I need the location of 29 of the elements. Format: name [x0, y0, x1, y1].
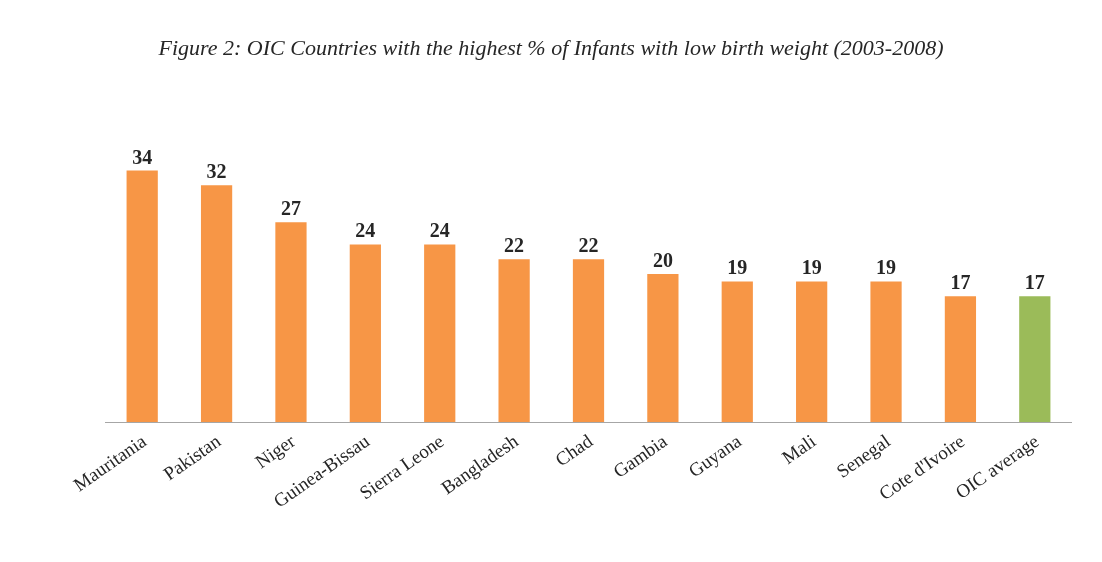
- bar: [647, 274, 679, 422]
- data-label: 22: [504, 234, 525, 257]
- chart-title: Figure 2: OIC Countries with the highest % of Infants with low birth weight (2003-2008): [157, 34, 944, 60]
- bar: [349, 244, 381, 422]
- data-label: 24: [355, 219, 376, 242]
- x-tick-label: Chad: [551, 429, 597, 471]
- data-label: 17: [1024, 271, 1045, 294]
- data-label: 22: [578, 234, 599, 257]
- data-label: 27: [280, 197, 301, 220]
- data-label: 19: [876, 256, 897, 279]
- bar: [572, 259, 605, 422]
- bar: [275, 222, 307, 422]
- bar: [796, 281, 828, 422]
- bar: [944, 296, 977, 422]
- bar: [721, 281, 753, 422]
- data-label: 19: [801, 256, 822, 279]
- data-label: 24: [429, 219, 450, 242]
- data-label: 17: [950, 271, 971, 294]
- bar: [1019, 296, 1051, 422]
- data-label: 20: [652, 249, 673, 272]
- data-label: 19: [727, 256, 748, 279]
- bar: [126, 170, 158, 422]
- x-tick-label: Mali: [777, 430, 820, 468]
- bar: [870, 281, 902, 422]
- bar: [424, 244, 456, 422]
- bar: [498, 259, 530, 422]
- bar: [200, 185, 233, 422]
- data-label: 34: [132, 145, 153, 168]
- data-label: 32: [206, 160, 227, 183]
